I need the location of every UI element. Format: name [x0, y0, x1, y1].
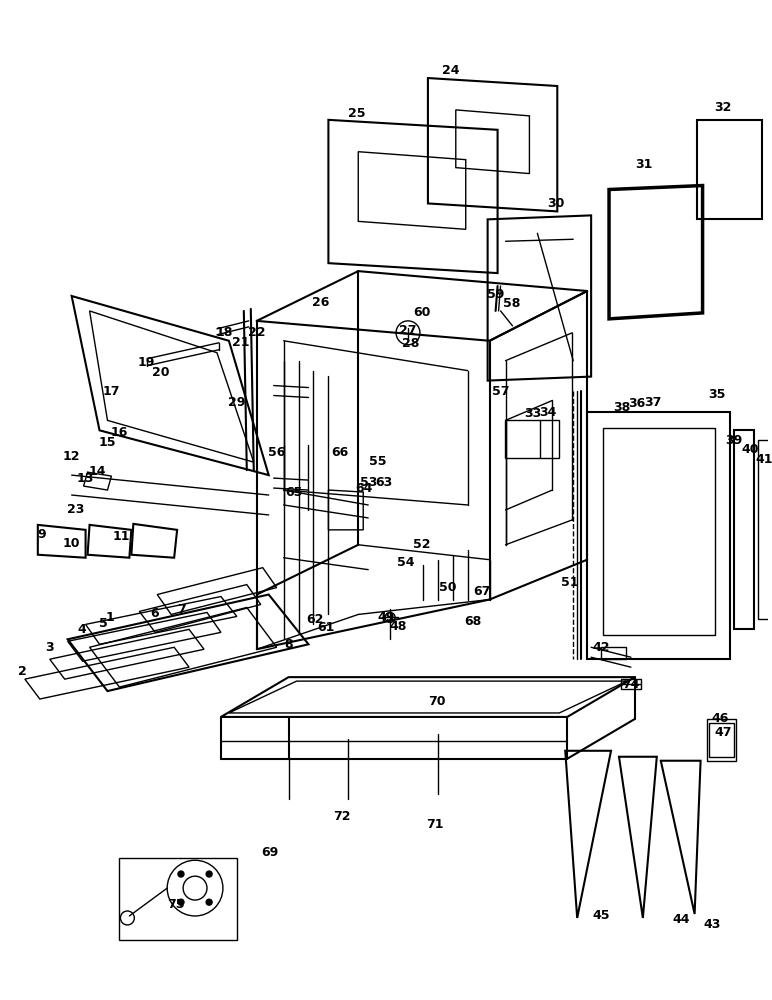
Text: 52: 52	[413, 538, 431, 551]
Text: 2: 2	[18, 665, 26, 678]
Text: 70: 70	[428, 695, 445, 708]
Text: 69: 69	[261, 846, 279, 859]
Circle shape	[206, 871, 212, 877]
Text: 17: 17	[103, 385, 120, 398]
Bar	[120, 858, 237, 940]
Text: 68: 68	[464, 615, 481, 628]
Text: 3: 3	[46, 641, 54, 654]
Text: 67: 67	[473, 585, 490, 598]
Text: 18: 18	[215, 326, 232, 339]
Text: 11: 11	[113, 530, 130, 543]
Text: 53: 53	[360, 476, 377, 489]
Text: 41: 41	[756, 453, 772, 466]
Text: 31: 31	[635, 158, 652, 171]
Text: 61: 61	[318, 621, 335, 634]
Text: 60: 60	[413, 306, 431, 319]
Text: 42: 42	[592, 641, 610, 654]
Circle shape	[178, 871, 184, 877]
Text: 7: 7	[177, 603, 185, 616]
Text: 36: 36	[628, 397, 645, 410]
Text: 33: 33	[523, 407, 541, 420]
Text: 49: 49	[378, 611, 394, 624]
Text: 56: 56	[268, 446, 286, 459]
Text: 6: 6	[150, 607, 158, 620]
Text: 34: 34	[540, 406, 557, 419]
Text: 25: 25	[347, 107, 365, 120]
Text: 58: 58	[503, 297, 520, 310]
Text: 47: 47	[715, 726, 732, 739]
Text: 21: 21	[232, 336, 249, 349]
Text: 16: 16	[110, 426, 128, 439]
Text: 30: 30	[547, 197, 565, 210]
Text: 32: 32	[714, 101, 731, 114]
Text: 62: 62	[306, 613, 323, 626]
Text: 57: 57	[492, 385, 510, 398]
Text: 10: 10	[63, 537, 80, 550]
Bar	[601, 647, 626, 659]
Text: 55: 55	[370, 455, 387, 468]
Text: 15: 15	[99, 436, 117, 449]
Text: 40: 40	[742, 443, 759, 456]
Text: 71: 71	[426, 818, 444, 831]
Text: 22: 22	[248, 326, 266, 339]
Text: 44: 44	[673, 913, 690, 926]
Text: 24: 24	[442, 64, 459, 77]
Text: 48: 48	[389, 620, 407, 633]
Text: 50: 50	[439, 581, 456, 594]
Text: 35: 35	[708, 388, 725, 401]
Text: 26: 26	[312, 296, 329, 309]
Text: 51: 51	[561, 576, 579, 589]
Text: 64: 64	[356, 482, 373, 495]
Text: 63: 63	[375, 476, 393, 489]
Text: 43: 43	[704, 918, 721, 931]
Text: 54: 54	[398, 556, 415, 569]
Text: 4: 4	[77, 623, 86, 636]
Text: 28: 28	[402, 337, 420, 350]
Text: 12: 12	[63, 450, 80, 463]
Text: 8: 8	[284, 638, 293, 651]
Text: 72: 72	[334, 810, 351, 823]
Text: 38: 38	[613, 401, 631, 414]
Text: 14: 14	[89, 465, 107, 478]
Text: 75: 75	[168, 898, 185, 911]
Text: 45: 45	[592, 909, 610, 922]
Text: 23: 23	[67, 503, 84, 516]
Text: 74: 74	[622, 678, 640, 691]
Text: 9: 9	[38, 528, 46, 541]
Text: 29: 29	[229, 396, 245, 409]
Text: 19: 19	[137, 356, 155, 369]
Text: 37: 37	[644, 396, 662, 409]
Text: 46: 46	[712, 712, 730, 725]
Text: 1: 1	[105, 611, 113, 624]
Text: 66: 66	[332, 446, 349, 459]
Circle shape	[206, 899, 212, 905]
Circle shape	[178, 899, 184, 905]
Bar	[621, 679, 641, 689]
Text: 13: 13	[77, 472, 94, 485]
Text: 27: 27	[399, 324, 417, 337]
Text: 20: 20	[152, 366, 170, 379]
Text: 59: 59	[487, 288, 504, 301]
Text: 39: 39	[725, 434, 742, 447]
Text: 65: 65	[285, 486, 303, 499]
Text: 5: 5	[99, 617, 108, 630]
